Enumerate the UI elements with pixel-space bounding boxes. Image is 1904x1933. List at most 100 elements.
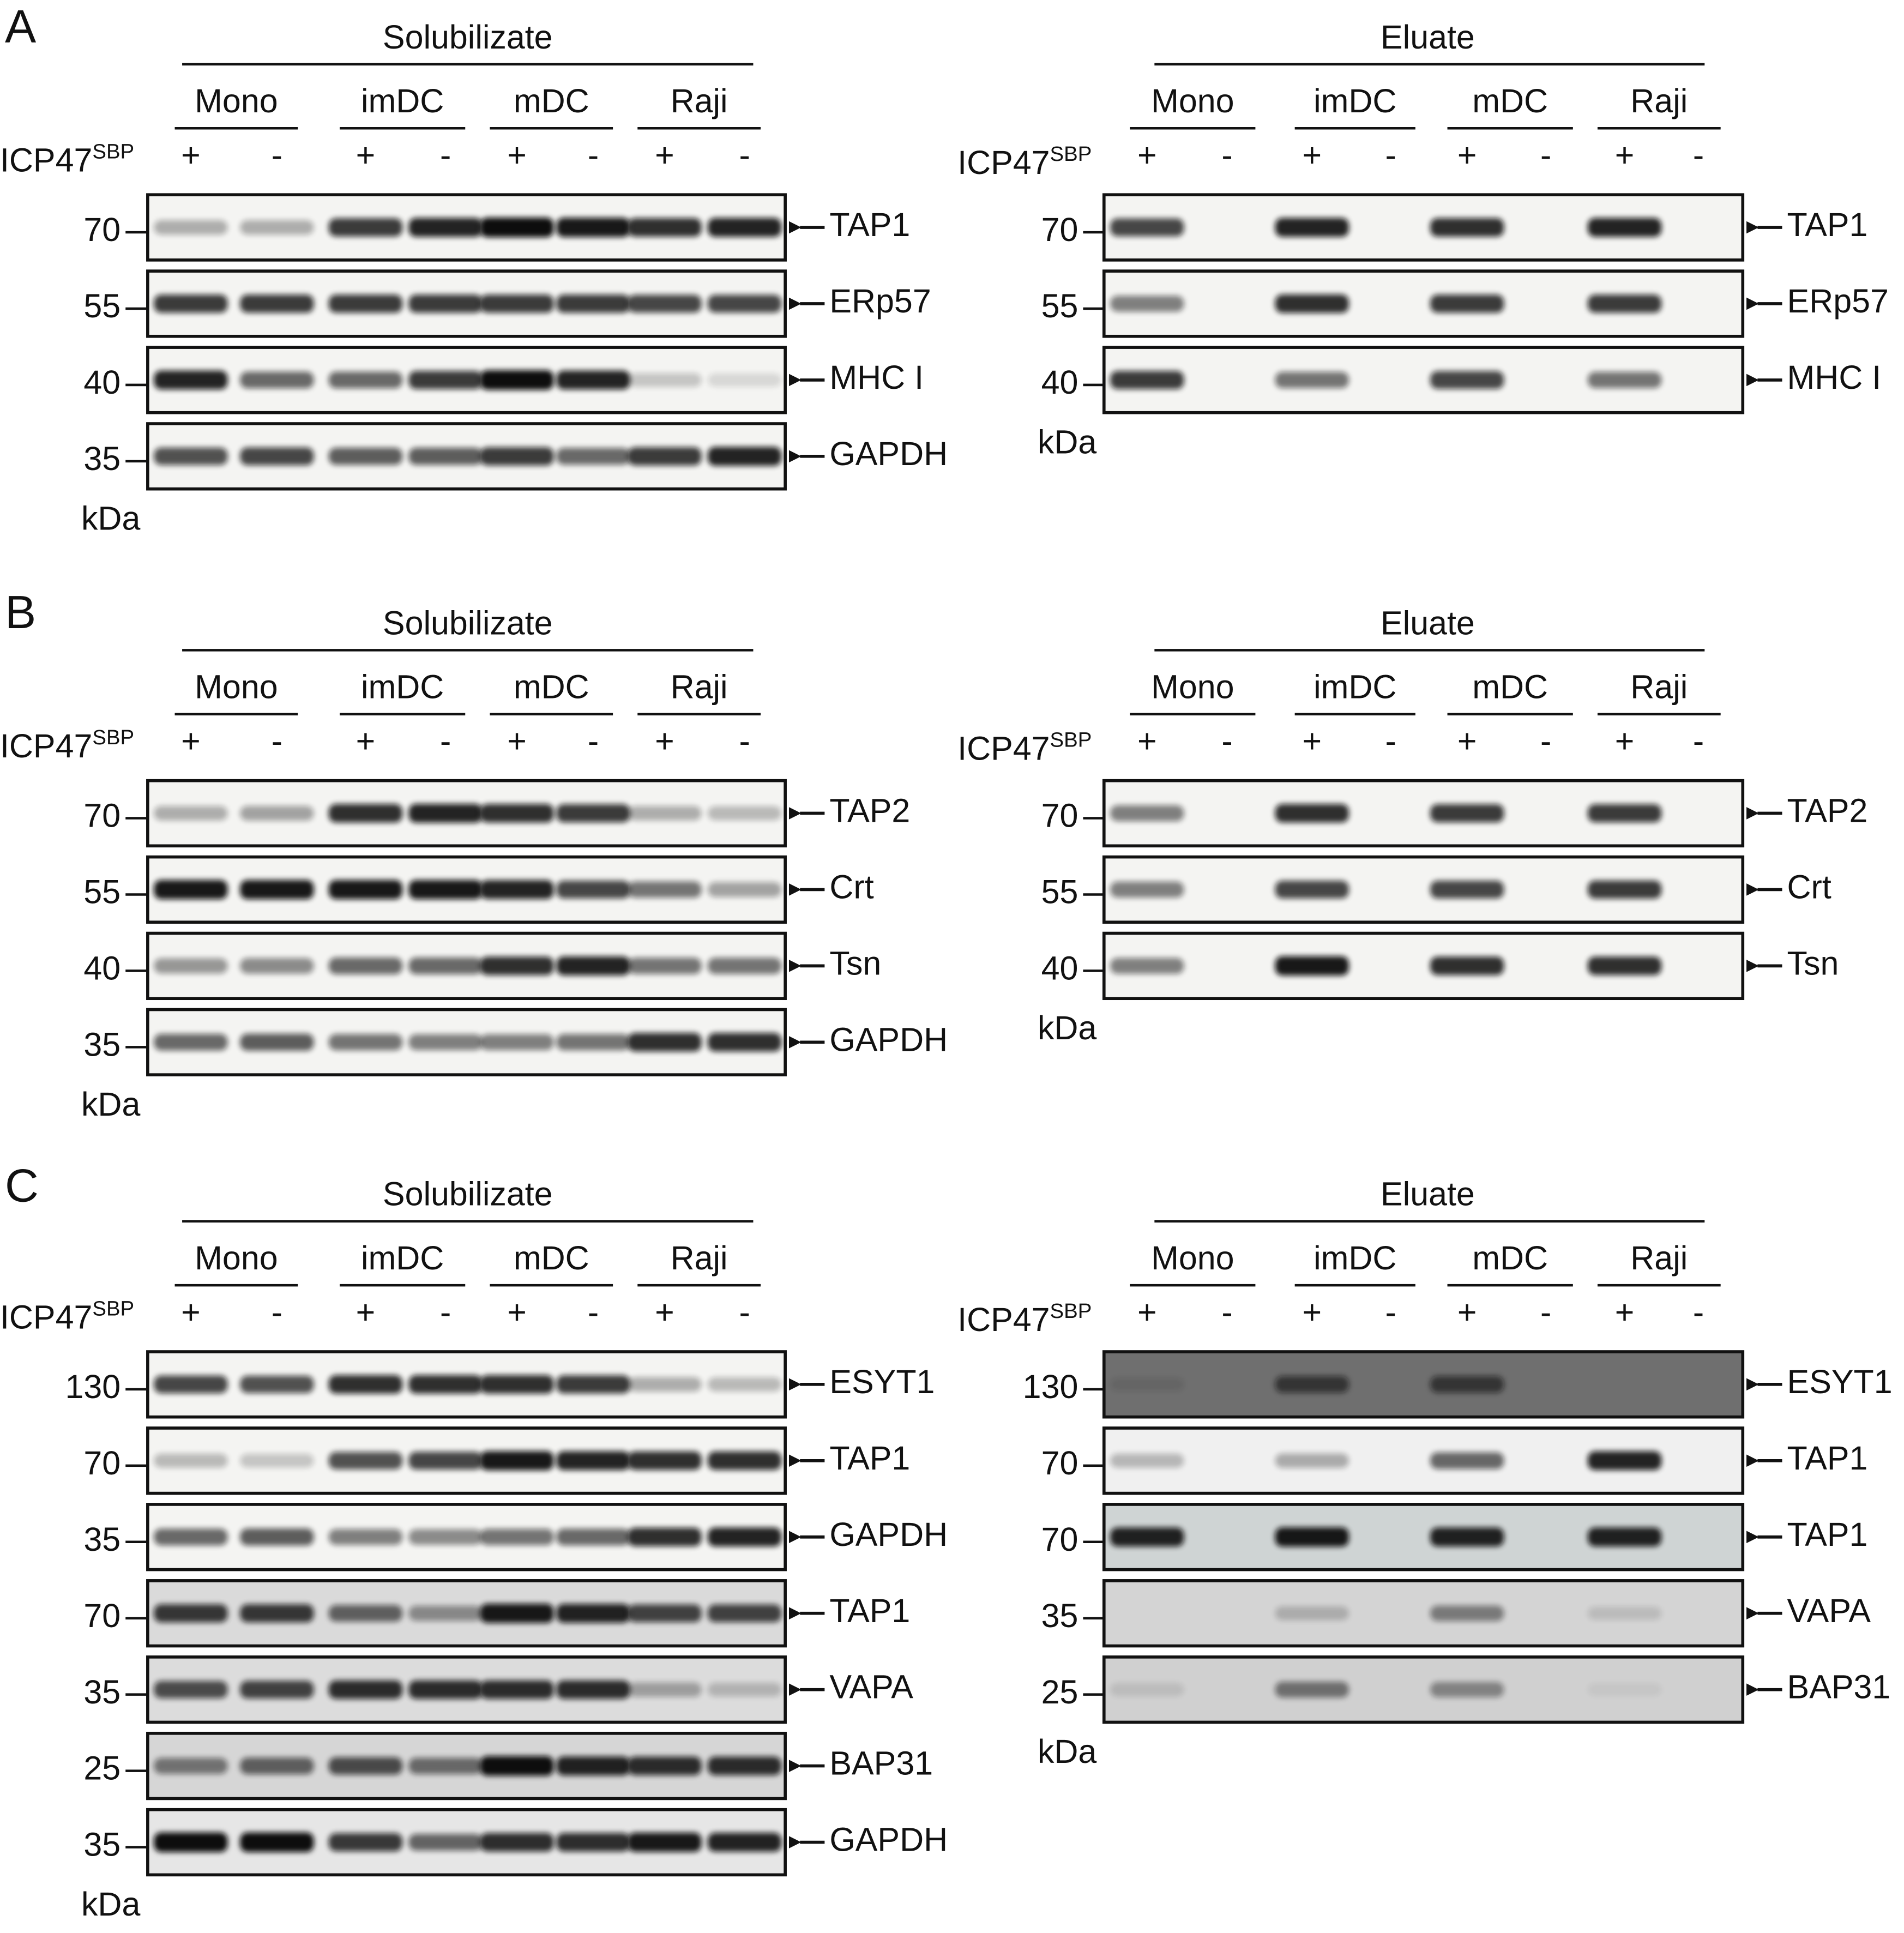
band bbox=[240, 1033, 314, 1051]
marker-label: 25 bbox=[83, 1750, 120, 1787]
treatment-name: ICP47 bbox=[957, 730, 1050, 767]
blot-frame bbox=[146, 1655, 787, 1724]
band bbox=[628, 1756, 702, 1775]
marker-label: 70 bbox=[1041, 211, 1078, 248]
band bbox=[480, 447, 554, 466]
group-label: Raji bbox=[671, 669, 728, 706]
band bbox=[1275, 1681, 1349, 1698]
lane-sign: - bbox=[739, 137, 750, 174]
band bbox=[707, 1451, 782, 1470]
protein-label: MHC I bbox=[829, 359, 924, 396]
treatment-label: ICP47SBP bbox=[0, 140, 134, 179]
band bbox=[408, 1034, 483, 1050]
band bbox=[480, 217, 554, 238]
marker-label: 40 bbox=[1041, 364, 1078, 401]
blot-frame bbox=[146, 855, 787, 924]
marker-label: 70 bbox=[83, 797, 120, 834]
band bbox=[1430, 1605, 1504, 1622]
band bbox=[240, 1375, 314, 1393]
marker-label: 130 bbox=[65, 1368, 121, 1405]
marker-label: 40 bbox=[83, 949, 120, 986]
protein-label: BAP31 bbox=[829, 1745, 933, 1782]
band bbox=[154, 1681, 228, 1699]
blot: Solubilizate Mono imDC mDC Raji ICP47SBP + - + - +… bbox=[0, 604, 948, 1123]
band bbox=[240, 1832, 314, 1852]
band bbox=[154, 806, 228, 821]
blot-frame bbox=[1102, 346, 1745, 414]
group-label: Raji bbox=[1630, 669, 1688, 706]
group-label: mDC bbox=[514, 82, 589, 119]
band bbox=[1110, 296, 1184, 312]
band bbox=[1275, 1376, 1349, 1393]
band bbox=[480, 1680, 554, 1699]
protein-label: GAPDH bbox=[829, 1021, 948, 1058]
band bbox=[480, 294, 554, 313]
band bbox=[480, 1603, 554, 1623]
treatment-label: ICP47SBP bbox=[0, 726, 134, 764]
band bbox=[1430, 881, 1504, 899]
band bbox=[707, 1833, 782, 1852]
marker-label: 35 bbox=[83, 1673, 120, 1711]
marker-label: 25 bbox=[1041, 1673, 1078, 1711]
band bbox=[1430, 218, 1504, 237]
band bbox=[1110, 1377, 1184, 1391]
band bbox=[707, 1527, 782, 1547]
band bbox=[1275, 1606, 1349, 1621]
band bbox=[480, 956, 554, 975]
band bbox=[1430, 956, 1504, 975]
band bbox=[408, 218, 483, 237]
band bbox=[328, 218, 403, 237]
protein-label: ESYT1 bbox=[829, 1363, 935, 1400]
protein-label: VAPA bbox=[1787, 1592, 1871, 1629]
lane-sign: - bbox=[440, 137, 451, 174]
blot-frame bbox=[146, 1503, 787, 1571]
protein-label: TAP2 bbox=[829, 792, 910, 829]
band bbox=[154, 958, 228, 974]
protein-label: TAP1 bbox=[829, 206, 910, 243]
lane-sign: + bbox=[1302, 722, 1322, 760]
band bbox=[1587, 1451, 1662, 1471]
band bbox=[1110, 958, 1184, 974]
marker-label: 35 bbox=[1041, 1597, 1078, 1634]
group-label: Mono bbox=[1151, 669, 1234, 706]
band bbox=[480, 1528, 554, 1545]
treatment-superscript: SBP bbox=[92, 726, 134, 749]
band bbox=[240, 1757, 314, 1774]
blot-frame bbox=[1102, 1350, 1745, 1419]
band bbox=[1110, 805, 1184, 822]
band bbox=[1430, 1682, 1504, 1697]
blot-title: Eluate bbox=[1381, 19, 1475, 56]
band bbox=[154, 447, 228, 465]
band bbox=[1275, 218, 1349, 237]
lane-sign: - bbox=[440, 1293, 451, 1330]
band bbox=[707, 294, 782, 313]
lane-sign: + bbox=[655, 722, 674, 760]
blot-frame bbox=[146, 1008, 787, 1076]
band bbox=[628, 218, 702, 237]
band bbox=[480, 1756, 554, 1776]
lane-sign: - bbox=[588, 1293, 599, 1330]
band bbox=[240, 958, 314, 974]
blot-frame bbox=[146, 422, 787, 491]
band bbox=[408, 448, 483, 465]
band bbox=[707, 447, 782, 466]
band bbox=[628, 447, 702, 466]
band bbox=[1275, 1453, 1349, 1468]
group-label: Raji bbox=[671, 1239, 728, 1276]
band bbox=[240, 1454, 314, 1468]
treatment-superscript: SBP bbox=[1050, 728, 1092, 752]
protein-label: TAP1 bbox=[829, 1440, 910, 1477]
marker-label: 70 bbox=[1041, 1444, 1078, 1482]
band bbox=[1110, 1453, 1184, 1468]
band bbox=[408, 1757, 483, 1774]
band bbox=[628, 1682, 702, 1697]
band bbox=[556, 1833, 630, 1852]
band bbox=[480, 1451, 554, 1471]
lane-sign: + bbox=[1137, 1293, 1157, 1330]
blot-frame bbox=[146, 1579, 787, 1648]
group-label: imDC bbox=[1313, 669, 1396, 706]
band bbox=[408, 1605, 483, 1621]
protein-label: GAPDH bbox=[829, 1821, 948, 1858]
treatment-superscript: SBP bbox=[92, 140, 134, 164]
lane-sign: - bbox=[272, 722, 282, 760]
